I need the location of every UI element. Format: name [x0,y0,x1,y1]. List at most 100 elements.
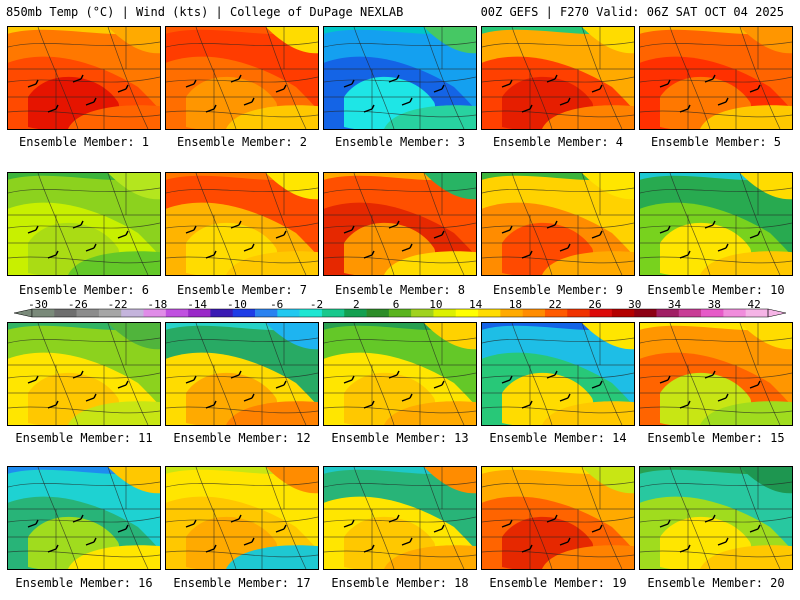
wind-barb [230,370,242,379]
map-boundary-line [640,41,792,48]
ensemble-member-label: Ensemble Member: 3 [334,135,466,149]
wind-barb [559,97,571,106]
wind-barb [679,400,691,409]
map-boundary-line [640,187,792,194]
ensemble-member-label: Ensemble Member: 12 [173,431,311,445]
map-boundary-line [482,372,634,379]
ensemble-member-map [323,26,477,130]
wind-barb [117,230,129,239]
wind-barb [47,104,59,113]
map-boundary-line [739,27,781,129]
wind-barb [501,519,513,528]
wind-barb [679,544,691,553]
map-boundary-line [107,173,149,275]
colorbar-swatch [634,309,657,317]
wind-barb [117,84,129,93]
map-boundary-line [353,323,395,425]
ensemble-member-label: Ensemble Member: 8 [334,283,466,297]
map-boundary-line [640,372,792,379]
map-boundary-line [8,41,160,48]
wind-barb [117,380,129,389]
map-boundary-line [423,467,465,569]
temperature-field [226,105,318,129]
map-boundary-line [482,337,634,344]
ensemble-member-map [165,466,319,570]
wind-barb [501,375,513,384]
map-boundary-line [353,27,395,129]
ensemble-member-label: Ensemble Member: 19 [489,576,627,590]
colorbar-swatch [121,309,144,317]
map-boundary-line [8,372,160,379]
map-boundary-line [482,481,634,488]
wind-barb [521,250,533,259]
wind-barb [704,370,716,379]
temperature-field [266,27,318,54]
wind-barb [433,230,445,239]
wind-barb [388,74,400,83]
map-boundary-line [195,27,237,129]
colorbar-max-arrow [767,308,787,318]
colorbar-swatch [678,309,702,317]
wind-barb [243,537,255,546]
wind-barb [704,74,716,83]
colorbar-swatch [388,309,412,317]
wind-barb [275,524,287,533]
temperature-field [226,545,318,569]
temperature-field [700,105,792,129]
ensemble-member-label: Ensemble Member: 15 [647,431,785,445]
map-boundary-line [324,372,476,379]
map-boundary-line [581,27,623,129]
ensemble-member-map [639,322,793,426]
temperature-field [68,251,160,275]
colorbar-swatch [165,309,189,317]
map-boundary-line [37,173,79,275]
colorbar-swatch [232,309,256,317]
colorbar-tick-label: 30 [628,298,642,311]
wind-barb [363,544,375,553]
wind-barb [659,79,671,88]
map-boundary-line [37,323,79,425]
colorbar-swatch [411,309,434,317]
ensemble-member-map [165,172,319,276]
temperature-field [384,401,476,425]
wind-barb [679,250,691,259]
wind-barb [185,225,197,234]
wind-barb [243,393,255,402]
ensemble-member-label: Ensemble Member: 6 [18,283,150,297]
wind-barb [85,393,97,402]
wind-barb [546,220,558,229]
ensemble-member-map [7,466,161,570]
wind-barb [546,514,558,523]
colorbar-swatch [611,309,635,317]
temperature-field [108,173,160,200]
map-boundary-line [739,173,781,275]
map-boundary-line [265,323,307,425]
map-boundary-line [324,481,476,488]
ensemble-member-label: Ensemble Member: 13 [331,431,469,445]
wind-barb [559,393,571,402]
wind-barb [591,84,603,93]
wind-barb [47,250,59,259]
map-boundary-line [511,173,553,275]
map-boundary-line [166,481,318,488]
ensemble-member-map [481,466,635,570]
wind-barb [717,537,729,546]
wind-barb [185,79,197,88]
colorbar-tick-label: -26 [67,298,88,311]
colorbar-tick-label: 34 [667,298,682,311]
map-boundary-line [739,467,781,569]
colorbar-swatch [589,309,613,317]
temperature-field [582,323,634,350]
temperature-field [740,27,792,54]
temperature-field [700,251,792,275]
colorbar-swatch [210,309,234,317]
wind-barb [27,375,39,384]
map-boundary-line [482,516,634,523]
colorbar-tick-label: -10 [226,298,247,311]
wind-barb [749,524,761,533]
ensemble-member-map [481,172,635,276]
colorbar-tick-label: 38 [707,298,721,311]
wind-barb [659,225,671,234]
colorbar-tick-label: -22 [107,298,128,311]
colorbar-swatch [701,309,724,317]
